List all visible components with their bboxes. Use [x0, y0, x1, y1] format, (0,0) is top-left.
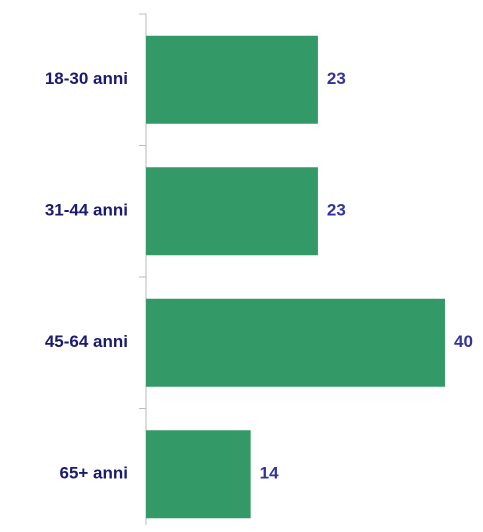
- bar: [146, 167, 318, 256]
- bar: [146, 430, 251, 519]
- value-label: 14: [260, 464, 279, 483]
- bar: [146, 298, 445, 387]
- value-label: 23: [327, 201, 346, 220]
- y-tick-label: 65+ anni: [59, 464, 128, 483]
- bar: [146, 35, 318, 124]
- value-label: 40: [454, 332, 473, 351]
- value-label: 23: [327, 69, 346, 88]
- y-tick-label: 31-44 anni: [45, 201, 128, 220]
- y-tick-label: 18-30 anni: [45, 69, 128, 88]
- y-tick-label: 45-64 anni: [45, 332, 128, 351]
